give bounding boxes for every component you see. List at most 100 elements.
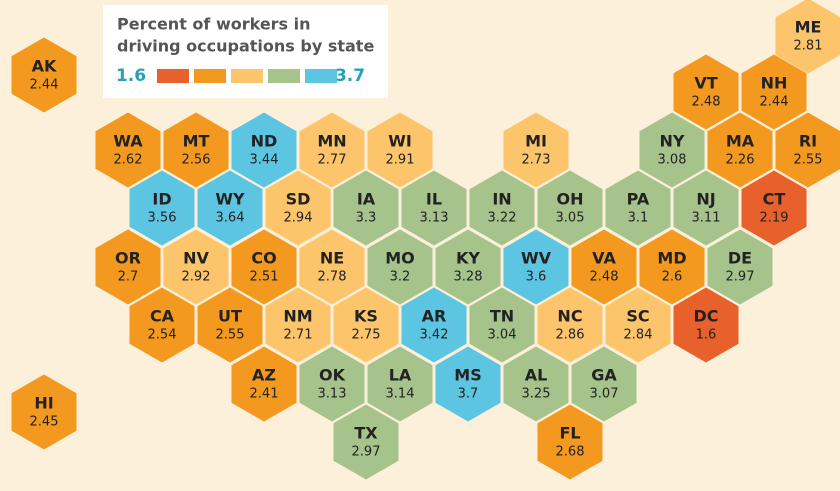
- state-value: 3.6: [526, 270, 547, 285]
- state-abbr: IN: [492, 190, 511, 209]
- state-hex: [299, 229, 365, 305]
- state-abbr: AR: [422, 307, 447, 326]
- state-value: 1.6: [696, 328, 717, 343]
- state-abbr: ME: [795, 18, 822, 37]
- state-abbr: PA: [627, 190, 650, 209]
- state-value: 2.55: [794, 153, 823, 168]
- state-abbr: WY: [215, 190, 245, 209]
- legend-swatch: [305, 69, 337, 83]
- state-hex: [537, 170, 603, 246]
- state-value: 3.1: [628, 211, 649, 226]
- state-abbr: KS: [354, 307, 378, 326]
- state-hex: [95, 229, 161, 305]
- state-value: 2.7: [118, 270, 139, 285]
- legend-swatch: [194, 69, 226, 83]
- state-abbr: RI: [799, 132, 817, 151]
- state-abbr: DC: [693, 307, 718, 326]
- state-value: 2.84: [624, 328, 653, 343]
- state-hex: [673, 287, 739, 363]
- state-hex: [95, 112, 161, 188]
- state-value: 3.13: [420, 211, 449, 226]
- state-abbr: MA: [726, 132, 755, 151]
- state-hex: [401, 287, 467, 363]
- state-hex: [435, 346, 501, 422]
- state-abbr: AK: [32, 57, 57, 76]
- state-hex: [435, 229, 501, 305]
- state-value: 2.73: [522, 153, 551, 168]
- state-value: 3.14: [386, 387, 415, 402]
- state-value: 2.26: [726, 153, 755, 168]
- state-abbr: MT: [183, 132, 210, 151]
- state-abbr: VA: [592, 249, 616, 268]
- state-value: 3.05: [556, 211, 585, 226]
- state-value: 2.71: [284, 328, 313, 343]
- state-hex: [469, 287, 535, 363]
- state-value: 3.3: [356, 211, 377, 226]
- state-value: 3.04: [488, 328, 517, 343]
- state-value: 2.77: [318, 153, 347, 168]
- state-abbr: AL: [525, 366, 548, 385]
- state-abbr: UT: [218, 307, 242, 326]
- state-hex: [605, 170, 671, 246]
- state-abbr: TX: [354, 424, 378, 443]
- state-hex: [11, 374, 77, 450]
- state-hex: [571, 346, 637, 422]
- state-hex: [197, 287, 263, 363]
- state-abbr: OK: [319, 366, 346, 385]
- state-hex: [163, 229, 229, 305]
- state-abbr: WI: [388, 132, 412, 151]
- state-hex: [503, 229, 569, 305]
- state-value: 2.44: [760, 95, 789, 110]
- state-abbr: MI: [525, 132, 547, 151]
- state-value: 2.54: [148, 328, 177, 343]
- state-hex: [11, 37, 77, 113]
- state-hex: [231, 346, 297, 422]
- state-hex: [571, 229, 637, 305]
- state-hex: [537, 404, 603, 480]
- state-value: 2.94: [284, 211, 313, 226]
- state-hex: [673, 170, 739, 246]
- state-hex: [401, 170, 467, 246]
- state-abbr: LA: [389, 366, 412, 385]
- state-value: 2.62: [114, 153, 143, 168]
- state-abbr: WV: [521, 249, 552, 268]
- state-value: 2.41: [250, 387, 279, 402]
- state-abbr: CO: [251, 249, 276, 268]
- state-hex: [265, 170, 331, 246]
- legend-swatch: [231, 69, 263, 83]
- state-value: 3.42: [420, 328, 449, 343]
- state-abbr: CT: [763, 190, 786, 209]
- state-value: 2.86: [556, 328, 585, 343]
- state-value: 2.55: [216, 328, 245, 343]
- state-hex: [469, 170, 535, 246]
- state-value: 2.68: [556, 445, 585, 460]
- state-abbr: OH: [557, 190, 584, 209]
- state-value: 2.97: [726, 270, 755, 285]
- state-abbr: MN: [317, 132, 346, 151]
- state-hex: [503, 346, 569, 422]
- state-abbr: DE: [728, 249, 752, 268]
- state-hex: [299, 346, 365, 422]
- state-abbr: NH: [761, 74, 788, 93]
- state-hex: [503, 112, 569, 188]
- state-hex: [129, 170, 195, 246]
- state-value: 2.91: [386, 153, 415, 168]
- state-hex: [707, 112, 773, 188]
- state-hex: [333, 287, 399, 363]
- title-line: Percent of workers in: [117, 15, 311, 34]
- state-abbr: NM: [283, 307, 312, 326]
- state-abbr: HI: [34, 394, 53, 413]
- title-line: driving occupations by state: [117, 37, 374, 56]
- state-hex: [707, 229, 773, 305]
- state-hex: [299, 112, 365, 188]
- state-value: 2.78: [318, 270, 347, 285]
- state-hex: [605, 287, 671, 363]
- state-value: 2.51: [250, 270, 279, 285]
- state-hex: [265, 287, 331, 363]
- state-abbr: MS: [454, 366, 481, 385]
- state-abbr: NC: [557, 307, 582, 326]
- state-value: 3.44: [250, 153, 279, 168]
- state-hex: [129, 287, 195, 363]
- state-value: 3.22: [488, 211, 517, 226]
